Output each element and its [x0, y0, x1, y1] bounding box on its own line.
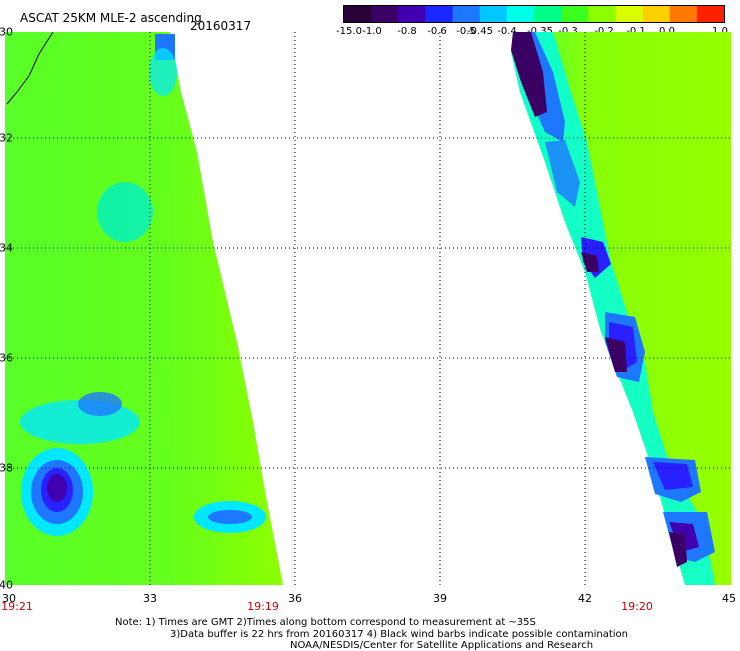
colorbar-segment: [561, 6, 589, 22]
colorbar-segment: [344, 6, 372, 22]
x-axis-label: 45: [722, 592, 736, 605]
colorbar-segment: [642, 6, 671, 22]
colorbar-label: 0.0: [659, 26, 675, 37]
time-label: 19:20: [621, 600, 653, 613]
colorbar-segment: [425, 6, 454, 22]
y-axis-label: -32: [0, 131, 13, 145]
note-line-1: Note: 1) Times are GMT 2)Times along bot…: [115, 617, 536, 628]
left-swath: [5, 32, 283, 585]
map-title: ASCAT 25KM MLE-2 ascending: [20, 11, 202, 25]
y-axis-label: -36: [0, 351, 13, 365]
time-label: 19:21: [1, 600, 33, 613]
grid-lines: [5, 32, 731, 585]
colorbar-segment: [506, 6, 535, 22]
colorbar-label: -0.1: [626, 26, 646, 37]
map-date: 20160317: [190, 19, 252, 33]
colorbar-segment: [669, 6, 698, 22]
colorbar-segment: [696, 6, 724, 22]
colorbar-segment: [534, 6, 562, 22]
swath-map: [5, 32, 731, 585]
note-line-2: 3)Data buffer is 22 hrs from 20160317 4)…: [170, 629, 628, 640]
colorbar-label: -0.8: [397, 26, 417, 37]
y-axis-label: -34: [0, 241, 13, 255]
colorbar-segment: [452, 6, 481, 22]
x-axis-label: 36: [288, 592, 302, 605]
colorbar-label: -0.3: [558, 26, 578, 37]
note-line-3: NOAA/NESDIS/Center for Satellite Applica…: [290, 640, 594, 651]
y-axis-label: -38: [0, 461, 13, 475]
x-axis-label: 39: [433, 592, 447, 605]
colorbar: [343, 5, 725, 23]
colorbar-segment: [588, 6, 616, 22]
colorbar-label: -0.2: [594, 26, 614, 37]
colorbar-segment: [371, 6, 399, 22]
colorbar-label: -0.4: [497, 26, 517, 37]
x-axis-label: 33: [143, 592, 157, 605]
colorbar-label: -0.5: [456, 26, 476, 37]
x-axis-label: 42: [578, 592, 592, 605]
colorbar-label: -0.45: [467, 26, 493, 37]
y-axis-label: -30: [0, 25, 13, 39]
x-axis-label: 30: [2, 592, 16, 605]
colorbar-segment: [615, 6, 644, 22]
right-swath: [511, 32, 731, 585]
colorbar-label: -0.6: [427, 26, 447, 37]
colorbar-label: -1.0: [362, 26, 382, 37]
colorbar-label: 1.0: [712, 26, 728, 37]
colorbar-label: -0.35: [527, 26, 553, 37]
colorbar-segment: [398, 6, 426, 22]
colorbar-segment: [479, 6, 508, 22]
time-label: 19:19: [247, 600, 279, 613]
y-axis-label: -40: [0, 578, 13, 592]
colorbar-label: -15.0: [336, 26, 362, 37]
